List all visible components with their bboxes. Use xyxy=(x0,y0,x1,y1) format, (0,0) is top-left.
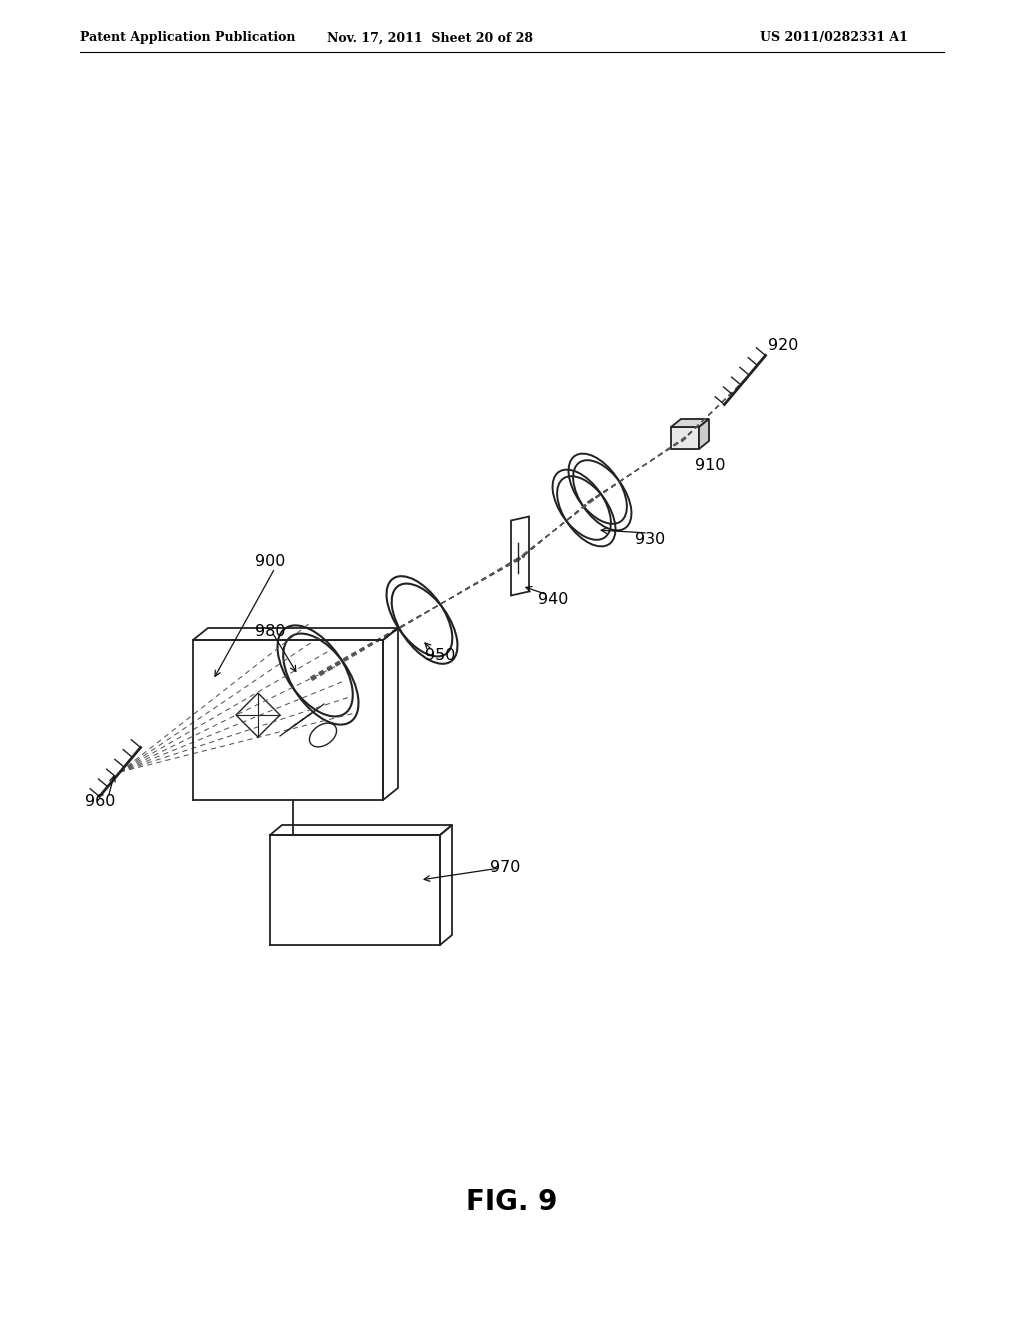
Text: 910: 910 xyxy=(695,458,725,473)
Text: 900: 900 xyxy=(255,554,286,569)
Text: 980: 980 xyxy=(255,624,286,639)
Polygon shape xyxy=(671,418,709,426)
Text: FIG. 9: FIG. 9 xyxy=(466,1188,558,1216)
Text: Patent Application Publication: Patent Application Publication xyxy=(80,32,296,45)
Text: 960: 960 xyxy=(85,795,116,809)
Text: Nov. 17, 2011  Sheet 20 of 28: Nov. 17, 2011 Sheet 20 of 28 xyxy=(327,32,534,45)
Text: 940: 940 xyxy=(538,593,568,607)
Text: US 2011/0282331 A1: US 2011/0282331 A1 xyxy=(760,32,908,45)
Text: 950: 950 xyxy=(425,648,456,663)
Text: 970: 970 xyxy=(490,861,520,875)
Text: 920: 920 xyxy=(768,338,799,352)
Text: 930: 930 xyxy=(635,532,666,548)
Polygon shape xyxy=(699,418,709,449)
Polygon shape xyxy=(671,426,699,449)
